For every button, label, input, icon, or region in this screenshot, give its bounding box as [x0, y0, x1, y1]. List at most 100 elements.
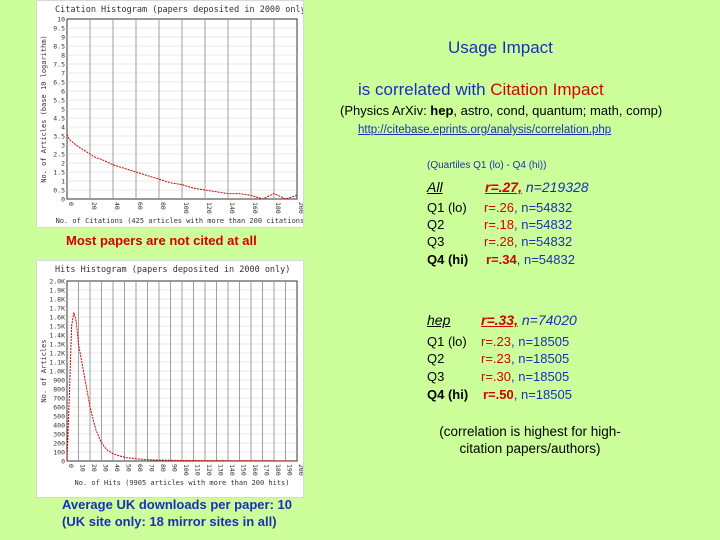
caption-top: Most papers are not cited at all: [66, 233, 257, 248]
citation-histogram-chart: Citation Histogram (papers deposited in …: [40, 5, 303, 225]
x-tick-label: 20: [90, 464, 98, 472]
caption-bottom-1: Average UK downloads per paper: 10: [62, 497, 292, 512]
y-tick-label: 1.5: [53, 169, 65, 177]
row-r: r=.28: [484, 234, 514, 249]
y-tick-label: 800: [53, 386, 65, 394]
x-tick-label: 0: [67, 202, 75, 206]
y-tick-label: 5.5: [53, 97, 65, 105]
y-axis-label: No. of Articles (base 10 logarithm): [40, 35, 48, 183]
y-tick-label: 1.2K: [49, 350, 65, 358]
y-tick-label: 5: [61, 106, 65, 114]
citation-histogram-panel: Citation Histogram (papers deposited in …: [36, 0, 304, 228]
y-tick-label: 3.5: [53, 133, 65, 141]
y-tick-label: 100: [53, 449, 65, 457]
y-tick-label: 7: [61, 70, 65, 78]
analysis-link[interactable]: http://citebase.eprints.org/analysis/cor…: [358, 124, 612, 136]
x-tick-label: 40: [113, 202, 121, 210]
x-axis-label: No. of Citations (425 articles with more…: [56, 217, 303, 225]
row-hep-q2: Q2 r=.23, n=18505: [427, 351, 569, 366]
y-tick-label: 4.5: [53, 115, 65, 123]
series-line: [66, 312, 298, 462]
group-all-label: All: [427, 179, 443, 195]
x-tick-label: 120: [205, 202, 213, 214]
row-r: r=.18: [484, 217, 514, 232]
x-tick-label: 140: [228, 464, 236, 476]
group-hep-n: n=74020: [517, 312, 577, 328]
y-tick-label: 1: [61, 178, 65, 186]
x-axis-label: No. of Hits (9905 articles with more tha…: [75, 479, 290, 487]
y-axis-label: No. of Articles: [40, 339, 48, 402]
y-tick-label: 1.3K: [49, 341, 65, 349]
x-tick-label: 80: [159, 202, 167, 210]
y-tick-label: 3: [61, 142, 65, 150]
x-tick-label: 30: [102, 464, 110, 472]
x-tick-label: 170: [263, 464, 271, 476]
row-q-label: Q2: [427, 217, 445, 232]
y-tick-label: 8.5: [53, 43, 65, 51]
x-tick-label: 70: [148, 464, 156, 472]
row-q-label: Q4 (hi): [427, 252, 469, 267]
x-tick-label: 200: [297, 464, 303, 476]
y-tick-label: 1.5K: [49, 323, 65, 331]
y-tick-label: 1.4K: [49, 332, 65, 340]
y-tick-label: 2: [61, 160, 65, 168]
y-tick-label: 9.5: [53, 25, 65, 33]
row-r: r=.23: [481, 351, 511, 366]
subtitle-correlation: is correlated with Citation Impact: [358, 80, 604, 100]
group-hep-r: r=.33,: [481, 312, 518, 328]
x-tick-label: 100: [182, 464, 190, 476]
y-tick-label: 10: [57, 16, 65, 24]
y-tick-label: 7.5: [53, 61, 65, 69]
series-line: [66, 134, 298, 200]
row-r: r=.50: [483, 387, 514, 402]
chart-title: Citation Histogram (papers deposited in …: [55, 5, 303, 15]
y-tick-label: 0: [61, 196, 65, 204]
row-n: , n=54832: [514, 217, 573, 232]
group-hep-label: hep: [427, 312, 451, 328]
row-q-label: Q1 (lo): [427, 200, 467, 215]
y-tick-label: 300: [53, 431, 65, 439]
sources-bold: hep: [430, 103, 454, 118]
y-tick-label: 400: [53, 422, 65, 430]
row-hep-q3: Q3 r=.30, n=18505: [427, 369, 569, 384]
y-tick-label: 2.5: [53, 151, 65, 159]
row-r: r=.26: [484, 200, 514, 215]
sources-line: (Physics ArXiv: hep, astro, cond, quantu…: [340, 103, 662, 118]
y-tick-label: 600: [53, 404, 65, 412]
quartile-note: (Quartiles Q1 (lo) - Q4 (hi)): [427, 160, 547, 171]
x-tick-label: 60: [136, 202, 144, 210]
row-n: , n=54832: [516, 252, 575, 267]
x-tick-label: 160: [251, 464, 259, 476]
row-n: , n=18505: [511, 369, 570, 384]
row-all-q4: Q4 (hi) r=.34, n=54832: [427, 252, 575, 267]
hits-histogram-panel: Hits Histogram (papers deposited in 2000…: [36, 260, 304, 498]
y-tick-label: 8: [61, 52, 65, 60]
row-r: r=.23: [481, 334, 511, 349]
y-tick-label: 6.5: [53, 79, 65, 87]
y-tick-label: 4: [61, 124, 65, 132]
row-n: , n=54832: [514, 200, 573, 215]
y-tick-label: 9: [61, 34, 65, 42]
x-tick-label: 180: [274, 464, 282, 476]
y-tick-label: 500: [53, 413, 65, 421]
y-tick-label: 1.6K: [49, 314, 65, 322]
y-tick-label: 700: [53, 395, 65, 403]
x-tick-label: 0: [67, 464, 75, 468]
sources-prefix: (Physics ArXiv:: [340, 103, 431, 118]
y-tick-label: 200: [53, 440, 65, 448]
row-hep-q4: Q4 (hi) r=.50, n=18505: [427, 387, 572, 402]
x-tick-label: 100: [182, 202, 190, 214]
row-n: , n=18505: [511, 334, 570, 349]
x-tick-label: 190: [286, 464, 294, 476]
y-tick-label: 900: [53, 377, 65, 385]
row-q-label: Q1 (lo): [427, 334, 467, 349]
x-tick-label: 120: [205, 464, 213, 476]
x-tick-label: 60: [136, 464, 144, 472]
y-tick-label: 6: [61, 88, 65, 96]
row-r: r=.34: [486, 252, 517, 267]
x-tick-label: 110: [194, 464, 202, 476]
row-q-label: Q2: [427, 351, 445, 366]
y-tick-label: 0: [61, 458, 65, 466]
row-n: , n=18505: [511, 351, 570, 366]
x-tick-label: 80: [159, 464, 167, 472]
